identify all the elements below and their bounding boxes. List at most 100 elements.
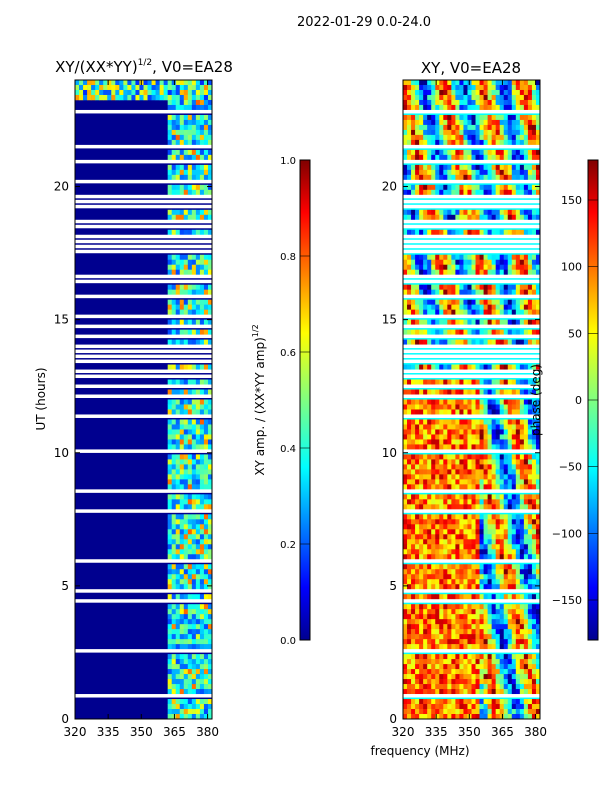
amplitude-cell <box>199 434 205 440</box>
phase-cell <box>455 664 460 670</box>
amplitude-cell <box>195 134 201 141</box>
phase-cell <box>495 174 501 181</box>
amplitude-cell <box>179 304 185 310</box>
amplitude-cell <box>187 139 193 146</box>
amplitude-cell <box>199 549 205 555</box>
amplitude-cell <box>203 604 209 610</box>
phase-cell <box>479 114 484 121</box>
phase-cell <box>415 574 420 580</box>
amplitude-cell <box>179 124 185 131</box>
phase-cell <box>455 94 460 101</box>
amplitude-cell <box>199 329 205 335</box>
phase-cell <box>451 389 456 395</box>
phase-cell <box>403 409 408 415</box>
phase-cell <box>403 134 408 141</box>
phase-flagged-row <box>403 279 540 284</box>
phase-cell <box>467 444 472 450</box>
phase-cell <box>415 679 420 685</box>
phase-cell <box>511 119 517 126</box>
amplitude-cell <box>187 654 193 660</box>
phase-cell <box>519 479 525 485</box>
phase-cell <box>531 534 537 540</box>
phase-cell <box>483 329 488 335</box>
phase-cell <box>427 474 432 480</box>
amplitude-cell <box>187 429 193 435</box>
phase-cell <box>479 544 484 550</box>
amplitude-flagged-row <box>75 414 212 418</box>
phase-cell <box>491 474 496 480</box>
phase-cell <box>423 504 428 510</box>
phase-cell <box>527 164 533 171</box>
amplitude-cell <box>179 554 185 560</box>
amplitude-cell <box>171 409 177 415</box>
phase-cell <box>419 209 424 216</box>
phase-cell <box>511 419 517 425</box>
amplitude-cell <box>183 149 189 156</box>
amplitude-cell <box>195 424 201 430</box>
amplitude-cell <box>199 99 205 106</box>
phase-cell <box>443 259 448 266</box>
phase-cell <box>531 629 537 635</box>
amplitude-cell <box>107 84 112 91</box>
phase-cell <box>463 149 468 156</box>
phase-cell <box>491 419 496 425</box>
amplitude-cell <box>199 614 205 620</box>
phase-cell <box>411 579 416 585</box>
phase-cell <box>411 604 416 610</box>
amplitude-cell <box>123 89 128 96</box>
amplitude-cell <box>175 544 181 550</box>
phase-cell <box>443 284 448 290</box>
amplitude-flagged-row <box>75 204 212 209</box>
amplitude-cell <box>171 119 177 126</box>
phase-cell <box>531 669 537 675</box>
phase-cell <box>463 474 468 480</box>
phase-cell <box>435 704 440 710</box>
phase-cell <box>507 119 513 126</box>
amplitude-cell <box>203 514 209 520</box>
phase-cell <box>459 634 464 640</box>
phase-cell <box>507 189 513 196</box>
phase-cell <box>495 189 501 196</box>
phase-cell <box>427 679 432 685</box>
amplitude-cell <box>179 419 185 425</box>
phase-cell <box>483 479 488 485</box>
phase-cell <box>427 484 432 490</box>
phase-cell <box>523 669 529 675</box>
amplitude-cell <box>207 124 212 131</box>
phase-cell <box>423 474 428 480</box>
phase-cell <box>447 269 452 275</box>
phase-cell <box>411 684 416 690</box>
phase-cell <box>455 584 460 590</box>
amplitude-cell <box>187 339 193 345</box>
amplitude-cell <box>187 459 193 465</box>
phase-cell <box>503 439 509 445</box>
phase-cell <box>407 89 412 96</box>
phase-cell <box>479 709 484 715</box>
phase-flagged-row <box>403 244 540 249</box>
phase-cell <box>423 689 428 695</box>
amplitude-cell <box>171 679 177 685</box>
amplitude-cell <box>207 119 212 126</box>
phase-cell <box>419 139 424 146</box>
phase-cell <box>411 389 416 395</box>
phase-cell <box>431 564 436 570</box>
phase-cell <box>475 94 480 101</box>
amplitude-cell <box>171 149 177 156</box>
phase-cell <box>491 534 496 540</box>
phase-cell <box>439 399 444 405</box>
phase-cell <box>531 214 537 221</box>
phase-cell <box>451 654 456 660</box>
phase-cell <box>467 289 472 295</box>
amplitude-cell <box>87 94 92 101</box>
phase-cell <box>527 80 533 86</box>
phase-cell <box>427 619 432 625</box>
phase-cell <box>431 714 436 719</box>
amplitude-cell <box>207 389 212 395</box>
phase-cell <box>411 184 416 191</box>
amplitude-cell <box>171 154 177 161</box>
amplitude-cell <box>175 184 181 191</box>
phase-cell <box>535 714 540 719</box>
phase-cell <box>455 289 460 295</box>
phase-cell <box>407 139 412 146</box>
phase-flagged-row <box>403 374 540 379</box>
